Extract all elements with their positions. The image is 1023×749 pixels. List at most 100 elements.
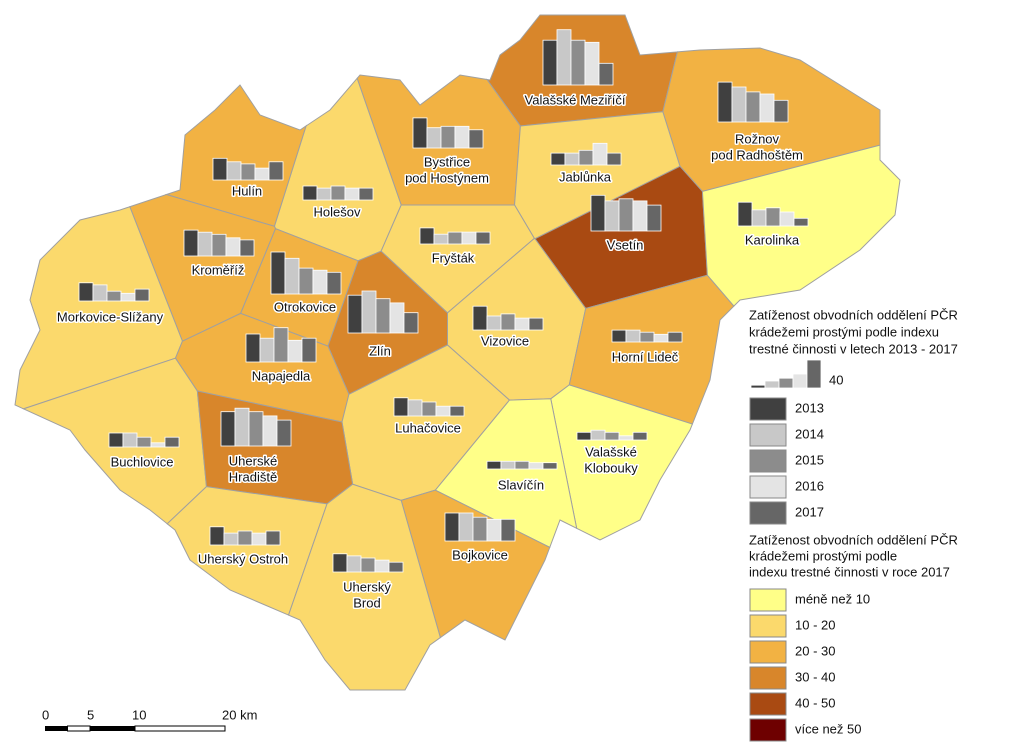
bar <box>632 431 648 441</box>
bar <box>211 233 227 257</box>
bar <box>361 290 377 334</box>
bar <box>212 157 228 181</box>
bar <box>590 429 606 441</box>
bar <box>625 329 641 343</box>
bar <box>618 435 634 441</box>
bar <box>268 161 284 181</box>
legend-label: 2017 <box>795 504 824 519</box>
district-label: pod Radhoštěm <box>711 147 803 162</box>
legend: Zatíženost obvodních oddělení PČRkrádeže… <box>749 307 958 742</box>
bar <box>120 292 136 302</box>
district-label: Hulín <box>232 183 262 198</box>
bar <box>486 460 502 470</box>
bar <box>500 313 516 331</box>
district-label: Fryšták <box>432 250 475 265</box>
bar <box>564 152 580 166</box>
bar <box>136 436 152 448</box>
bar <box>270 251 286 295</box>
scale-bar: 0 5 10 20 km <box>42 707 257 732</box>
bar <box>223 532 239 546</box>
scale-label: 5 <box>87 707 94 722</box>
bar <box>542 462 558 470</box>
bar <box>653 333 669 343</box>
district-label: Otrokovice <box>274 299 336 314</box>
bar <box>590 194 606 232</box>
bar <box>454 125 470 149</box>
bar <box>419 227 435 245</box>
bar <box>248 411 264 447</box>
bar <box>604 200 620 232</box>
bar <box>618 198 634 232</box>
bar <box>393 397 409 417</box>
legend-swatch <box>749 397 787 421</box>
district-label: Slavíčín <box>498 477 544 492</box>
bar <box>330 185 346 201</box>
district-label: Napajedla <box>252 368 311 383</box>
legend-label: 10 - 20 <box>795 617 835 632</box>
bar <box>433 233 449 245</box>
bar <box>472 516 488 542</box>
district-label: Jablůnka <box>559 169 612 184</box>
legend-title: trestné činnosti v letech 2013 - 2017 <box>749 341 958 356</box>
legend-reference-bar <box>764 380 780 389</box>
bar <box>374 559 390 573</box>
bar <box>108 432 124 448</box>
bar <box>245 333 261 363</box>
bar <box>347 294 363 334</box>
bar <box>287 339 303 363</box>
district-label: Klobouky <box>584 460 638 475</box>
bar <box>273 327 289 363</box>
legend-label: 40 - 50 <box>795 695 835 710</box>
bar <box>745 91 761 123</box>
bar <box>514 460 530 470</box>
bar <box>570 39 586 86</box>
district-label: Valašské Meziříčí <box>525 92 626 107</box>
legend-reference-bar <box>806 359 822 389</box>
bar <box>332 553 348 573</box>
bar <box>316 187 332 201</box>
bar <box>284 257 300 295</box>
bar <box>592 142 608 166</box>
bar <box>759 93 775 123</box>
bar <box>793 217 809 227</box>
bar <box>298 267 314 295</box>
legend-title: Zatíženost obvodních oddělení PČR <box>749 307 958 322</box>
district-label: Vizovice <box>481 333 529 348</box>
bar <box>276 419 292 447</box>
legend-label: více než 50 <box>795 721 862 736</box>
legend-swatch <box>749 640 787 664</box>
bar <box>737 201 753 227</box>
bar <box>259 337 275 363</box>
bar <box>344 187 360 201</box>
bar <box>254 167 270 181</box>
bar <box>779 211 795 227</box>
district-label: Karolinka <box>745 232 800 247</box>
district <box>550 384 694 541</box>
bar <box>220 411 236 447</box>
bar <box>550 152 566 166</box>
district-label: Uherské <box>229 453 277 468</box>
bar <box>475 231 491 245</box>
bar <box>444 512 460 542</box>
district-label: Brod <box>353 595 380 610</box>
bar <box>262 415 278 447</box>
bar <box>122 432 138 448</box>
legend-swatch <box>749 666 787 690</box>
bar <box>197 231 213 257</box>
legend-reference-bar <box>750 384 766 389</box>
legend-label: 2014 <box>795 426 824 441</box>
bar <box>449 405 465 417</box>
bar <box>500 460 516 470</box>
bar <box>421 401 437 417</box>
bar <box>717 81 733 123</box>
bar <box>440 125 456 149</box>
district-label: Valašské <box>585 444 637 459</box>
bar <box>447 231 463 245</box>
legend-reference-label: 40 <box>829 372 843 387</box>
legend-label: 30 - 40 <box>795 669 835 684</box>
bar <box>240 163 256 181</box>
bar <box>150 442 166 448</box>
district-label: Luhačovice <box>395 420 461 435</box>
bar <box>578 149 594 166</box>
legend-title: Zatíženost obvodních oddělení PČR <box>749 532 958 547</box>
